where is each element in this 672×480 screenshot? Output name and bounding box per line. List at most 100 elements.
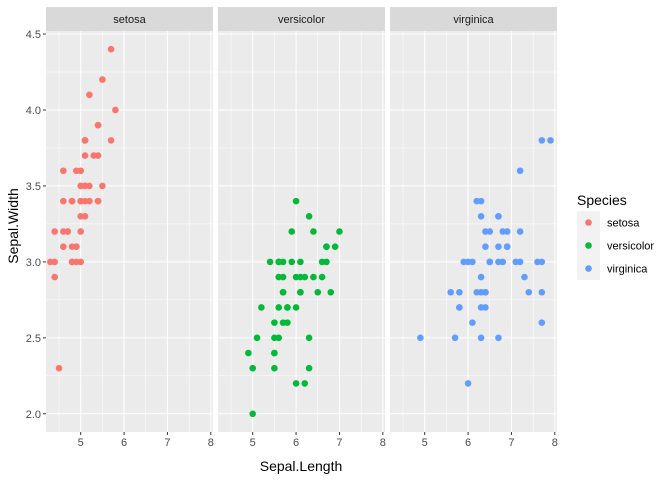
facet-panel-versicolor: versicolor 5 6 7 8 [218,7,386,449]
facet-strip-label: virginica [453,14,494,26]
data-point-virginica [482,228,489,235]
data-point-versicolor [305,364,313,372]
data-point-versicolor [297,288,304,296]
data-point-virginica [495,258,502,266]
data-point-setosa [81,152,89,159]
y-tick-label: 4.0 [26,105,41,117]
data-point-versicolor [279,273,287,281]
data-point-setosa [81,137,89,144]
data-point-virginica [456,304,463,311]
data-point-setosa [90,152,98,159]
data-point-versicolor [327,288,335,296]
data-point-setosa [77,258,85,266]
panel-background [46,31,213,432]
data-point-versicolor [301,273,309,281]
legend-item-versicolor: versicolor [577,234,654,257]
data-point-versicolor [323,258,330,266]
legend-key-point [585,242,592,249]
data-point-versicolor [288,228,296,235]
data-point-virginica [538,288,546,296]
y-axis-title: Sepal.Width [5,188,21,263]
data-point-versicolor [305,213,313,220]
data-point-versicolor [271,319,278,326]
facet-strip [390,7,557,31]
data-point-virginica [503,243,511,250]
data-point-versicolor [323,243,330,250]
x-tick-label: 8 [208,437,214,449]
data-point-setosa [107,137,115,144]
legend-title: Species [577,192,627,208]
panel-background [390,31,557,432]
data-point-virginica [538,137,546,144]
data-point-versicolor [279,288,287,296]
data-point-virginica [516,258,524,266]
data-point-virginica [516,167,524,175]
data-point-versicolor [297,258,304,266]
data-point-virginica [516,228,524,235]
data-point-setosa [51,228,58,235]
data-point-versicolor [266,258,274,266]
y-tick-label: 3.0 [26,257,41,269]
data-point-versicolor [288,258,296,266]
legend-label: virginica [607,264,648,276]
data-point-setosa [94,197,102,205]
data-point-virginica [477,213,485,220]
facet-panel-setosa: setosa 5 6 7 8 2.0 2.5 3.0 3.5 4.0 4.5 [26,7,214,449]
data-point-versicolor [271,334,278,342]
legend-key-point [585,265,592,272]
legend: Species setosa versicolor virginica [577,192,654,280]
data-point-virginica [495,213,502,220]
data-point-setosa [86,182,93,190]
data-point-setosa [51,273,58,281]
data-point-virginica [486,258,494,266]
data-point-virginica [521,273,528,281]
x-tick-label: 7 [164,437,170,449]
y-tick-label: 3.5 [26,181,41,193]
data-point-setosa [55,364,63,372]
y-tick-label: 4.5 [26,29,41,41]
data-point-setosa [112,106,119,114]
x-tick-label: 5 [422,437,428,449]
data-point-virginica [477,304,485,311]
data-point-versicolor [292,273,300,281]
x-tick-label: 5 [250,437,256,449]
data-point-setosa [77,213,85,220]
data-point-setosa [51,258,58,266]
x-tick-label: 8 [380,437,386,449]
data-point-versicolor [292,304,300,311]
data-point-virginica [538,258,546,266]
legend-item-virginica: virginica [577,257,648,280]
y-tick-label: 2.5 [26,333,41,345]
data-point-versicolor [331,243,339,250]
data-point-versicolor [245,349,252,357]
facet-strip [218,7,385,31]
x-tick-label: 6 [121,437,127,449]
data-point-versicolor [249,410,257,418]
data-point-setosa [94,121,102,129]
data-point-virginica [477,288,485,296]
legend-item-setosa: setosa [577,211,640,234]
data-point-setosa [73,167,80,175]
data-point-versicolor [292,197,300,205]
data-point-setosa [77,228,85,235]
data-point-virginica [447,288,455,296]
data-point-virginica [417,334,424,342]
data-point-virginica [499,228,507,235]
data-point-virginica [464,380,472,387]
data-point-setosa [81,197,89,205]
facet-panels: setosa 5 6 7 8 2.0 2.5 3.0 3.5 4.0 4.5 versicolor 5 6… [26,7,558,449]
data-point-versicolor [284,319,291,326]
data-point-setosa [86,91,93,99]
facet-strip-label: setosa [113,14,146,26]
legend-label: setosa [607,218,640,230]
data-point-setosa [107,45,115,53]
data-point-virginica [477,273,485,281]
legend-key-point [585,219,592,226]
data-point-versicolor [318,273,326,281]
x-axis-title: Sepal.Length [260,458,343,474]
facet-panel-virginica: virginica 5 6 7 8 [390,7,558,449]
data-point-versicolor [258,304,265,311]
data-point-versicolor [271,349,278,357]
data-point-versicolor [284,304,291,311]
